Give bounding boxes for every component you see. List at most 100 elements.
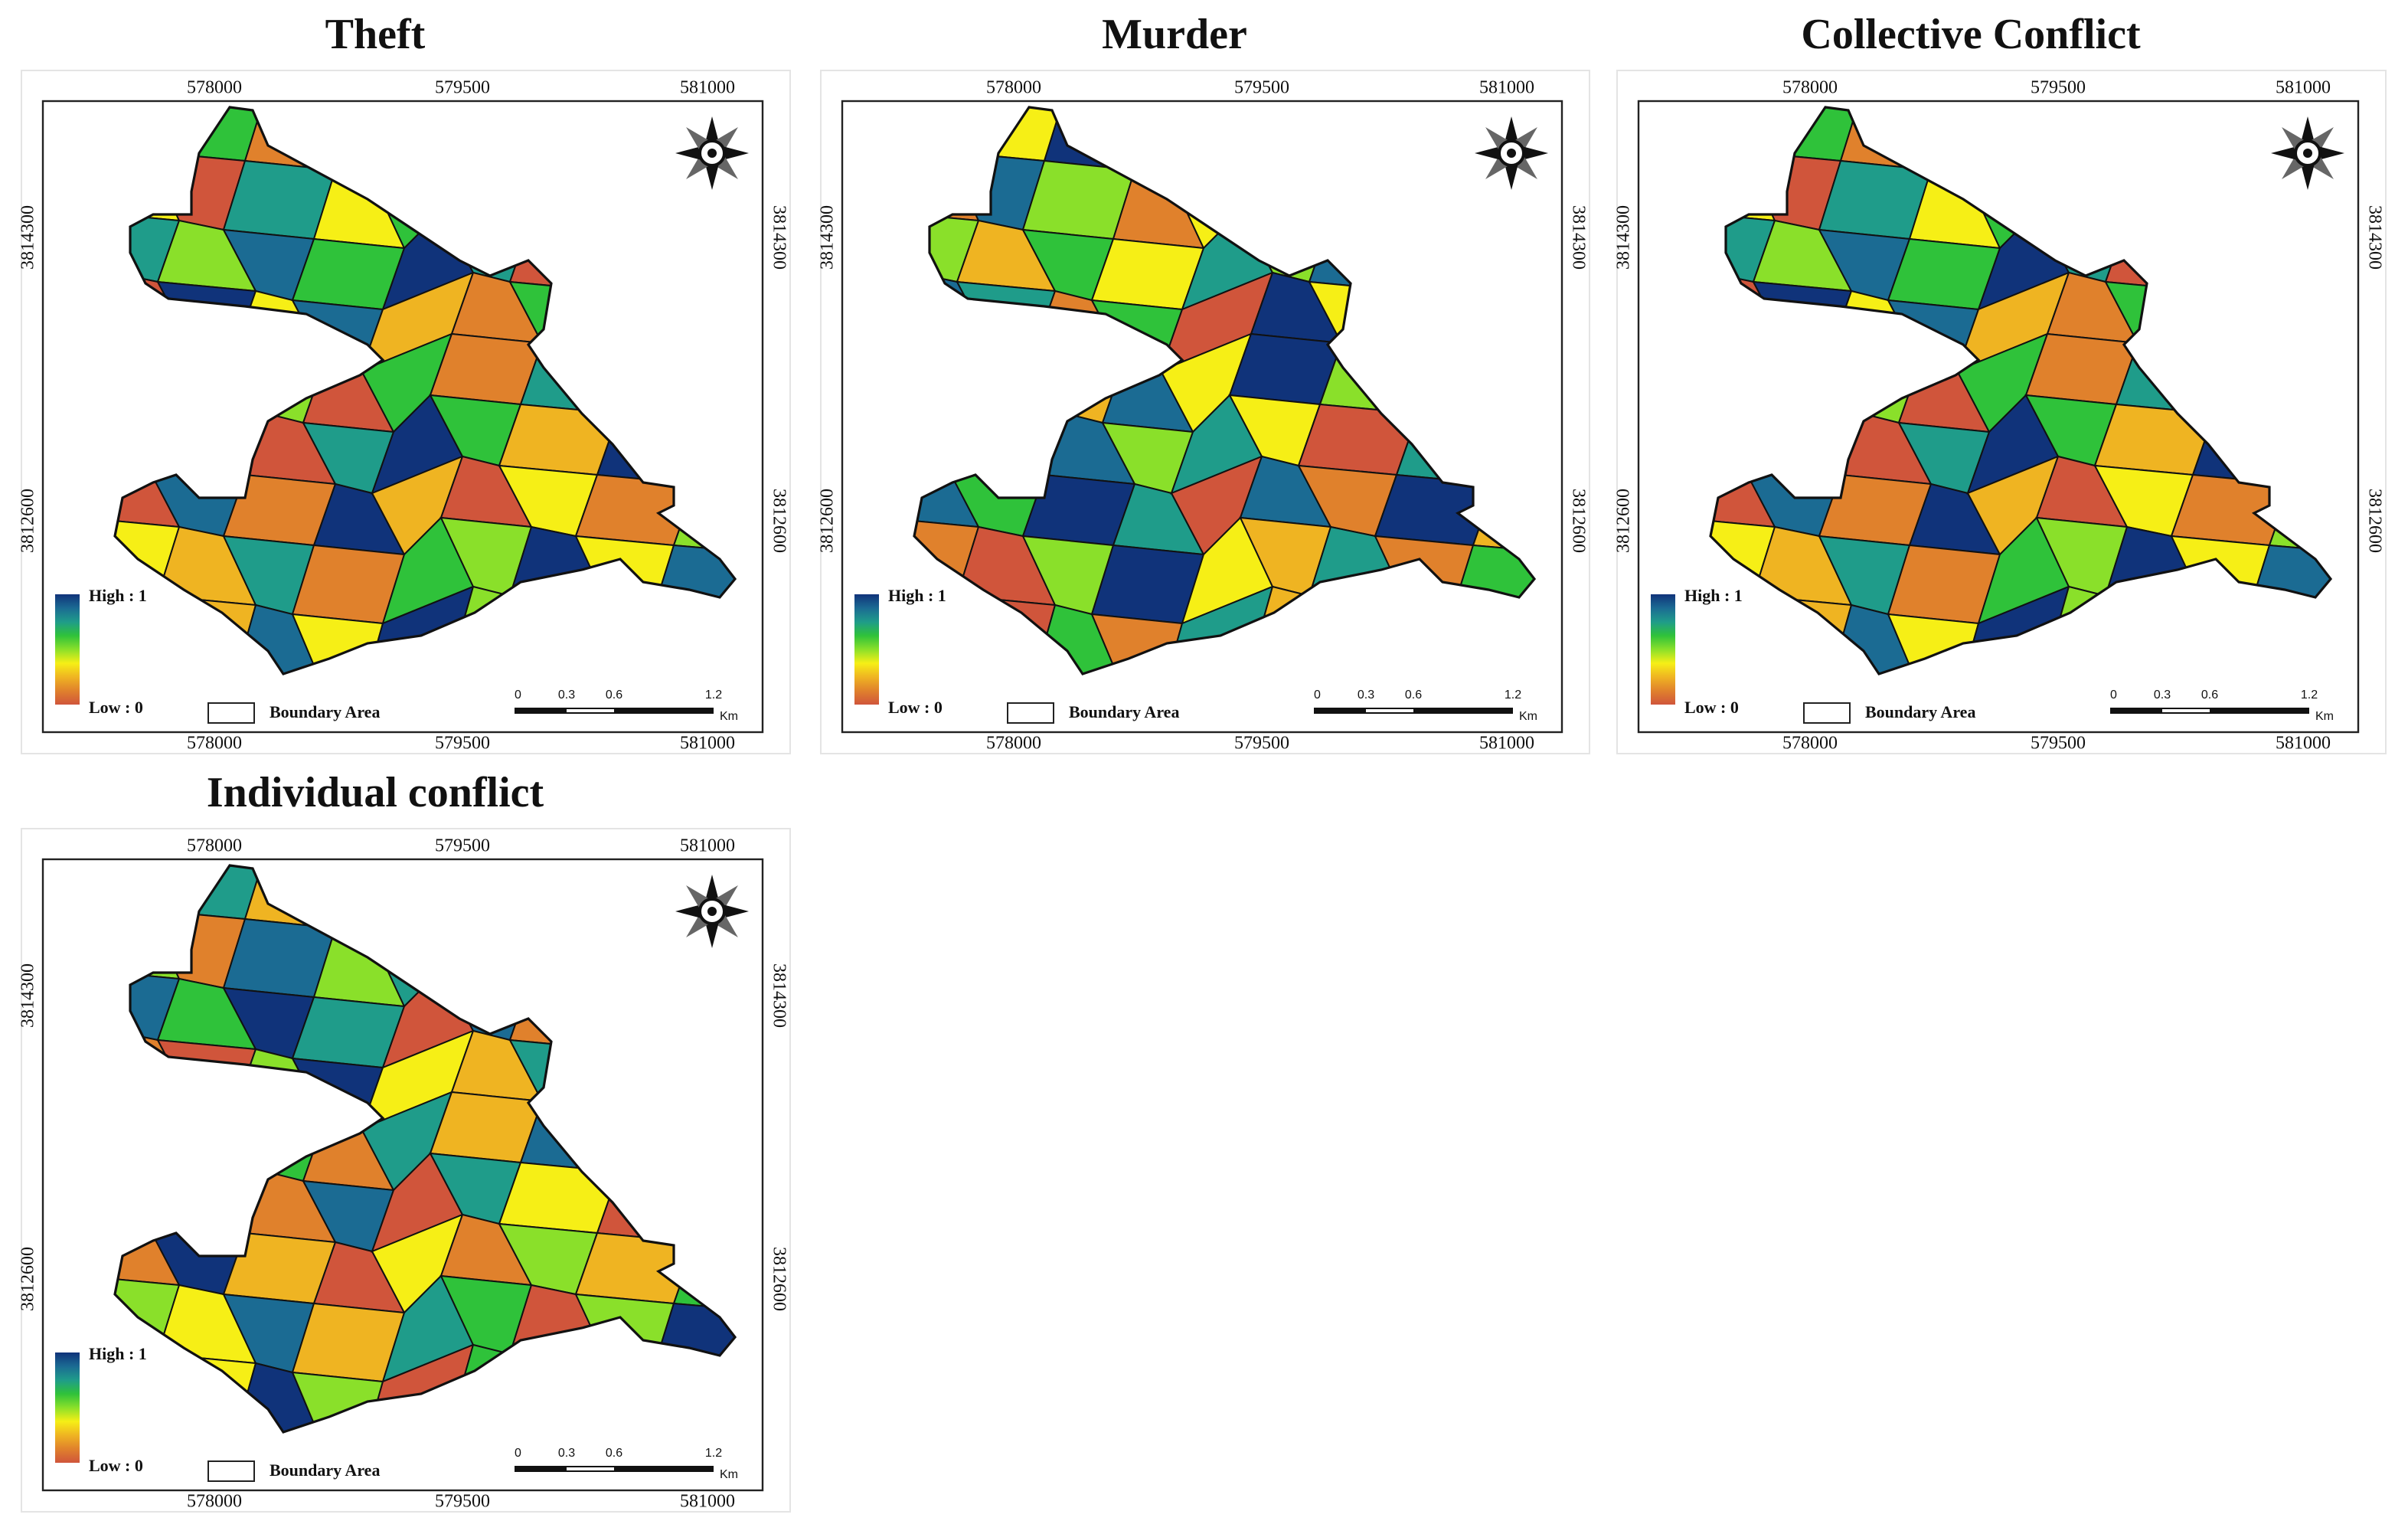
x-coordinate-label: 581000 [1479,734,1534,754]
x-coordinate-label: 578000 [187,836,242,856]
panel-border [21,828,791,1513]
x-coordinate-label: 579500 [435,836,490,856]
x-coordinate-label: 578000 [1782,734,1838,754]
north-arrow [1475,116,1548,190]
scale-label: 0.3 [1358,689,1374,702]
scale-label: 0 [515,689,521,702]
scale-unit: Km [1519,710,1537,723]
legend-high: High : 1 [89,586,147,605]
y-coordinate-label: 3812600 [818,489,838,553]
y-coordinate-label: 3814300 [1614,205,1634,270]
x-coordinate-label: 581000 [680,78,735,98]
scale-bar [567,709,614,712]
x-coordinate-label: 579500 [2031,734,2086,754]
boundary [113,864,737,1434]
map-title: Collective Conflict [1801,11,2141,58]
map-panel: Murder 578000 578000 579500 579500 581000 5810… [818,11,1590,754]
scale-unit: Km [2315,710,2334,723]
x-coordinate-label: 579500 [1234,78,1289,98]
x-coordinate-label: 579500 [1234,734,1289,754]
scale-label: 0.6 [2201,689,2218,702]
boundary-label: Boundary Area [1865,702,1975,721]
scale-label: 1.2 [1505,689,1521,702]
scale-unit: Km [720,710,738,723]
legend-ramp [854,594,879,705]
scale-bar [567,1467,614,1470]
legend-ramp [55,1352,80,1463]
x-coordinate-label: 578000 [986,734,1041,754]
map-panel: Theft 578000 578000 579500 579500 581000 58100… [18,11,791,754]
legend-high: High : 1 [89,1344,147,1363]
legend-high: High : 1 [1684,586,1743,605]
legend-low: Low : 0 [888,698,943,717]
x-coordinate-label: 579500 [2031,78,2086,98]
x-coordinate-label: 579500 [435,78,490,98]
y-coordinate-label: 3814300 [818,205,838,270]
boundary-swatch [207,1460,255,1482]
x-coordinate-label: 579500 [435,734,490,754]
y-coordinate-label: 3814300 [1568,205,1588,270]
y-coordinate-label: 3812600 [18,1247,38,1311]
boundary-label: Boundary Area [270,1460,380,1480]
scale-label: 0 [1314,689,1321,702]
x-coordinate-label: 578000 [187,1492,242,1512]
x-coordinate-label: 578000 [986,78,1041,98]
x-coordinate-label: 581000 [680,734,735,754]
legend-ramp [1651,594,1675,705]
panel-border [1616,70,2387,754]
scale-label: 0.3 [558,689,575,702]
legend-low: Low : 0 [1684,698,1739,717]
boundary-label: Boundary Area [1069,702,1179,721]
x-coordinate-label: 581000 [680,836,735,856]
y-coordinate-label: 3814300 [769,963,789,1028]
scale-label: 0.6 [606,689,622,702]
legend-ramp [55,594,80,705]
north-arrow [2271,116,2344,190]
y-coordinate-label: 3812600 [769,489,789,553]
y-coordinate-label: 3814300 [2364,205,2384,270]
x-coordinate-label: 578000 [187,734,242,754]
y-coordinate-label: 3812600 [18,489,38,553]
x-coordinate-label: 581000 [2276,734,2331,754]
north-arrow [675,116,749,190]
y-coordinate-label: 3814300 [769,205,789,270]
legend-low: Low : 0 [89,698,143,717]
y-coordinate-label: 3814300 [18,963,38,1028]
scale-label: 0.3 [558,1447,575,1460]
boundary-swatch [1803,702,1851,724]
legend-high: High : 1 [888,586,946,605]
map-title: Murder [1102,11,1247,58]
scale-label: 0 [2110,689,2117,702]
boundary-swatch [1007,702,1054,724]
panel-border [820,70,1590,754]
boundary [113,106,737,675]
scale-label: 0.6 [1405,689,1422,702]
scale-bar [2162,709,2210,712]
map-panel: Individual conflict 578000 578000 579500 579… [18,769,791,1513]
north-arrow [675,875,749,948]
scale-label: 1.2 [2301,689,2318,702]
y-coordinate-label: 3812600 [1568,489,1588,553]
boundary [913,106,1537,675]
x-coordinate-label: 581000 [1479,78,1534,98]
boundary-label: Boundary Area [270,702,380,721]
map-panel: Collective Conflict 578000 578000 579500 579… [1614,11,2387,754]
x-coordinate-label: 579500 [435,1492,490,1512]
y-coordinate-label: 3814300 [18,205,38,270]
y-coordinate-label: 3812600 [769,1247,789,1311]
y-coordinate-label: 3812600 [2364,489,2384,553]
legend-low: Low : 0 [89,1456,143,1475]
scale-bar [1366,709,1413,712]
scale-label: 0.6 [606,1447,622,1460]
boundary [1709,106,2333,675]
scale-label: 1.2 [705,1447,722,1460]
scale-label: 0 [515,1447,521,1460]
y-coordinate-label: 3812600 [1614,489,1634,553]
x-coordinate-label: 578000 [187,78,242,98]
x-coordinate-label: 578000 [1782,78,1838,98]
map-title: Individual conflict [207,769,544,816]
scale-label: 0.3 [2154,689,2171,702]
boundary-swatch [207,702,255,724]
